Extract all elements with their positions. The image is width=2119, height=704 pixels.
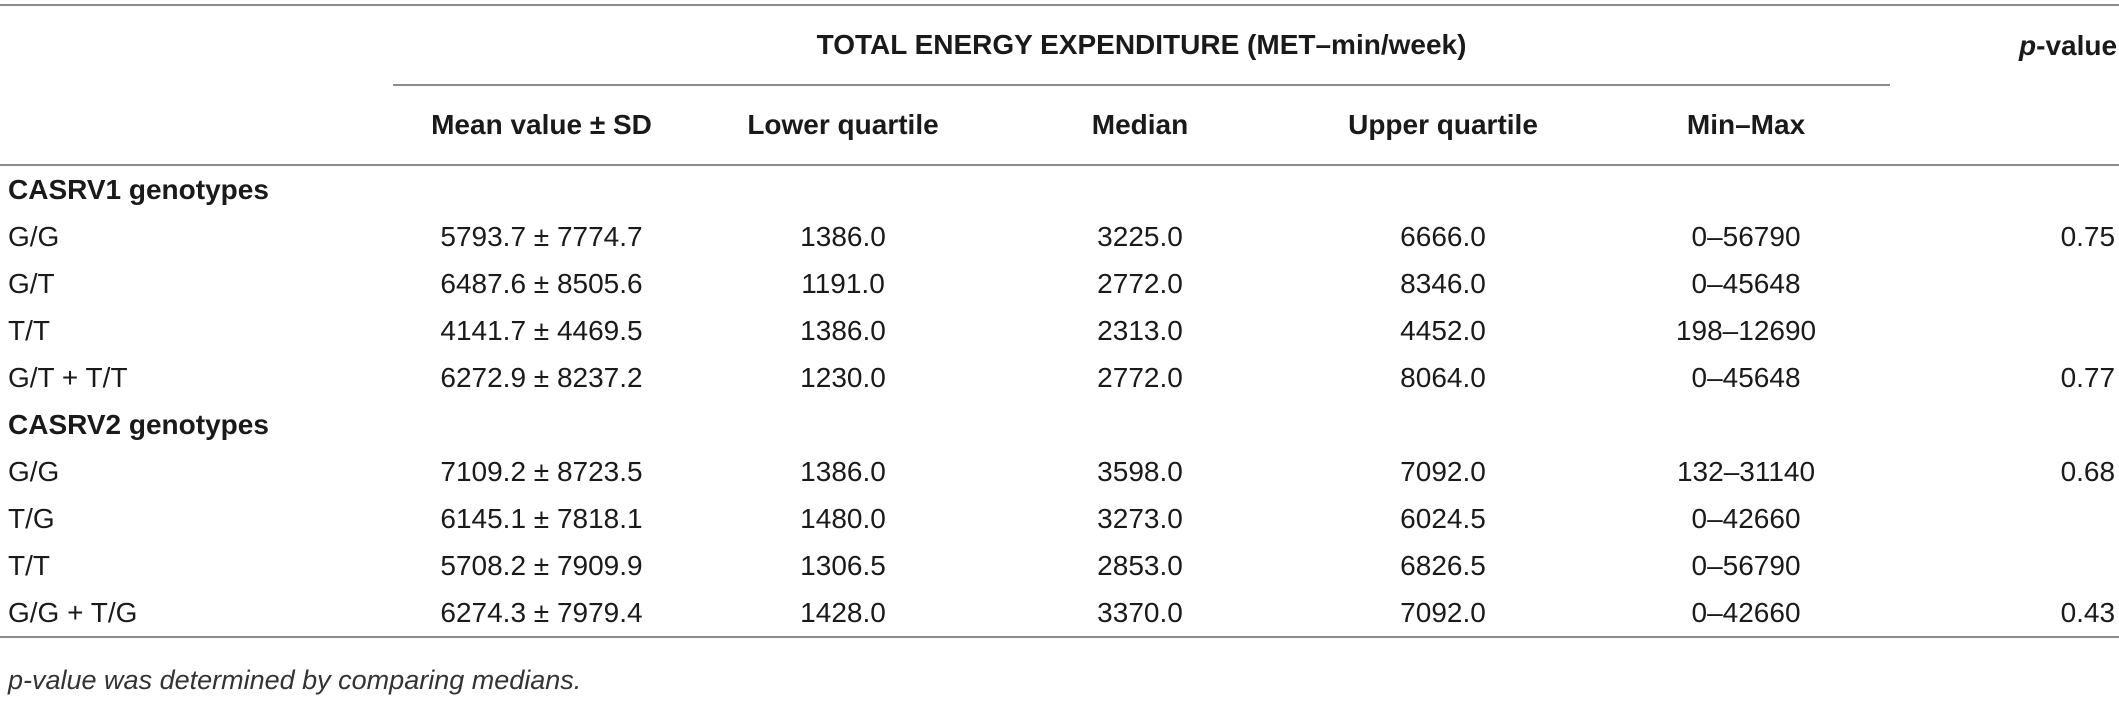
median-cell: 2772.0 <box>1097 267 1183 299</box>
p-value-cell: 0.77 <box>2060 361 2116 393</box>
min-max-cell: 0–45648 <box>1691 361 1801 393</box>
min-max-cell: 0–42660 <box>1691 502 1801 534</box>
upper-quartile-cell: 8346.0 <box>1400 267 1486 299</box>
header-blank-3 <box>1890 85 2119 166</box>
section-title: CASRV1 genotypes <box>8 173 269 205</box>
lower-quartile-cell: 1306.5 <box>800 549 886 581</box>
median-cell: 3273.0 <box>1097 502 1183 534</box>
table-row: G/G 5793.7 ± 7774.7 1386.0 3225.0 6666.0… <box>0 213 2119 260</box>
col-header-upper-quartile: Upper quartile <box>1284 85 1602 166</box>
upper-quartile-cell: 7092.0 <box>1400 455 1486 487</box>
table-row: G/G 7109.2 ± 8723.5 1386.0 3598.0 7092.0… <box>0 448 2119 495</box>
mean-sd-cell: 6145.1 ± 7818.1 <box>440 502 643 534</box>
col-header-lower-quartile: Lower quartile <box>690 85 996 166</box>
table-row: T/T 4141.7 ± 4469.5 1386.0 2313.0 4452.0… <box>0 307 2119 354</box>
table-row: T/T 5708.2 ± 7909.9 1306.5 2853.0 6826.5… <box>0 542 2119 589</box>
genotype-label: G/G + T/G <box>0 589 393 638</box>
col-header-mean-sd: Mean value ± SD <box>393 85 690 166</box>
table-row: T/G 6145.1 ± 7818.1 1480.0 3273.0 6024.5… <box>0 495 2119 542</box>
header-blank <box>0 4 393 85</box>
table-row: G/G + T/G 6274.3 ± 7979.4 1428.0 3370.0 … <box>0 589 2119 638</box>
lower-quartile-cell: 1386.0 <box>800 314 886 346</box>
col-header-median: Median <box>996 85 1284 166</box>
lower-quartile-cell: 1480.0 <box>800 502 886 534</box>
group-header: TOTAL ENERGY EXPENDITURE (MET–min/week) <box>393 4 1891 86</box>
table-row: G/T 6487.6 ± 8505.6 1191.0 2772.0 8346.0… <box>0 260 2119 307</box>
median-cell: 3370.0 <box>996 589 1284 638</box>
lower-quartile-cell: 1428.0 <box>690 589 996 638</box>
genotype-label: T/G <box>8 502 55 534</box>
mean-sd-cell: 5793.7 ± 7774.7 <box>440 220 643 252</box>
table-footnote: p-value was determined by comparing medi… <box>8 665 582 695</box>
median-cell: 3225.0 <box>1097 220 1183 252</box>
genotype-label: G/G <box>8 220 60 252</box>
upper-quartile-cell: 8064.0 <box>1400 361 1486 393</box>
mean-sd-cell: 6274.3 ± 7979.4 <box>393 589 690 638</box>
col-header-min-max: Min–Max <box>1602 85 1891 166</box>
section-title: CASRV2 genotypes <box>8 408 269 440</box>
header-blank-2 <box>0 85 393 166</box>
min-max-cell: 0–56790 <box>1691 220 1801 252</box>
p-value-cell <box>1890 260 2119 307</box>
mean-sd-cell: 7109.2 ± 8723.5 <box>440 455 643 487</box>
median-cell: 2853.0 <box>1097 549 1183 581</box>
genotype-label: G/T <box>8 267 55 299</box>
p-value-cell: 0.68 <box>2060 455 2116 487</box>
energy-expenditure-table: TOTAL ENERGY EXPENDITURE (MET–min/week) … <box>0 4 2119 638</box>
median-cell: 3598.0 <box>1097 455 1183 487</box>
upper-quartile-cell: 4452.0 <box>1400 314 1486 346</box>
p-value-cell: 0.75 <box>2060 220 2116 252</box>
genotype-label: T/T <box>8 314 50 346</box>
mean-sd-cell: 6487.6 ± 8505.6 <box>440 267 643 299</box>
upper-quartile-cell: 6826.5 <box>1400 549 1486 581</box>
min-max-cell: 0–42660 <box>1602 589 1891 638</box>
median-cell: 2772.0 <box>1097 361 1183 393</box>
genotype-label: G/T + T/T <box>8 361 128 393</box>
p-value-cell <box>1890 495 2119 542</box>
min-max-cell: 132–31140 <box>1676 455 1816 487</box>
lower-quartile-cell: 1386.0 <box>800 455 886 487</box>
min-max-cell: 198–12690 <box>1675 314 1817 346</box>
pvalue-header: p-value <box>1890 4 2119 85</box>
mean-sd-cell: 5708.2 ± 7909.9 <box>440 549 643 581</box>
upper-quartile-cell: 6666.0 <box>1400 220 1486 252</box>
mean-sd-cell: 4141.7 ± 4469.5 <box>440 314 643 346</box>
mean-sd-cell: 6272.9 ± 8237.2 <box>440 361 643 393</box>
median-cell: 2313.0 <box>1097 314 1183 346</box>
min-max-cell: 0–45648 <box>1691 267 1801 299</box>
upper-quartile-cell: 6024.5 <box>1400 502 1486 534</box>
p-value-cell: 0.43 <box>1890 589 2119 638</box>
p-value-cell <box>1890 307 2119 354</box>
genotype-label: T/T <box>8 549 50 581</box>
min-max-cell: 0–56790 <box>1691 549 1801 581</box>
lower-quartile-cell: 1191.0 <box>801 267 885 299</box>
table-row: G/T + T/T 6272.9 ± 8237.2 1230.0 2772.0 … <box>0 354 2119 401</box>
genotype-label: G/G <box>8 455 60 487</box>
p-value-cell <box>1890 542 2119 589</box>
lower-quartile-cell: 1386.0 <box>800 220 886 252</box>
upper-quartile-cell: 7092.0 <box>1284 589 1602 638</box>
lower-quartile-cell: 1230.0 <box>800 361 886 393</box>
